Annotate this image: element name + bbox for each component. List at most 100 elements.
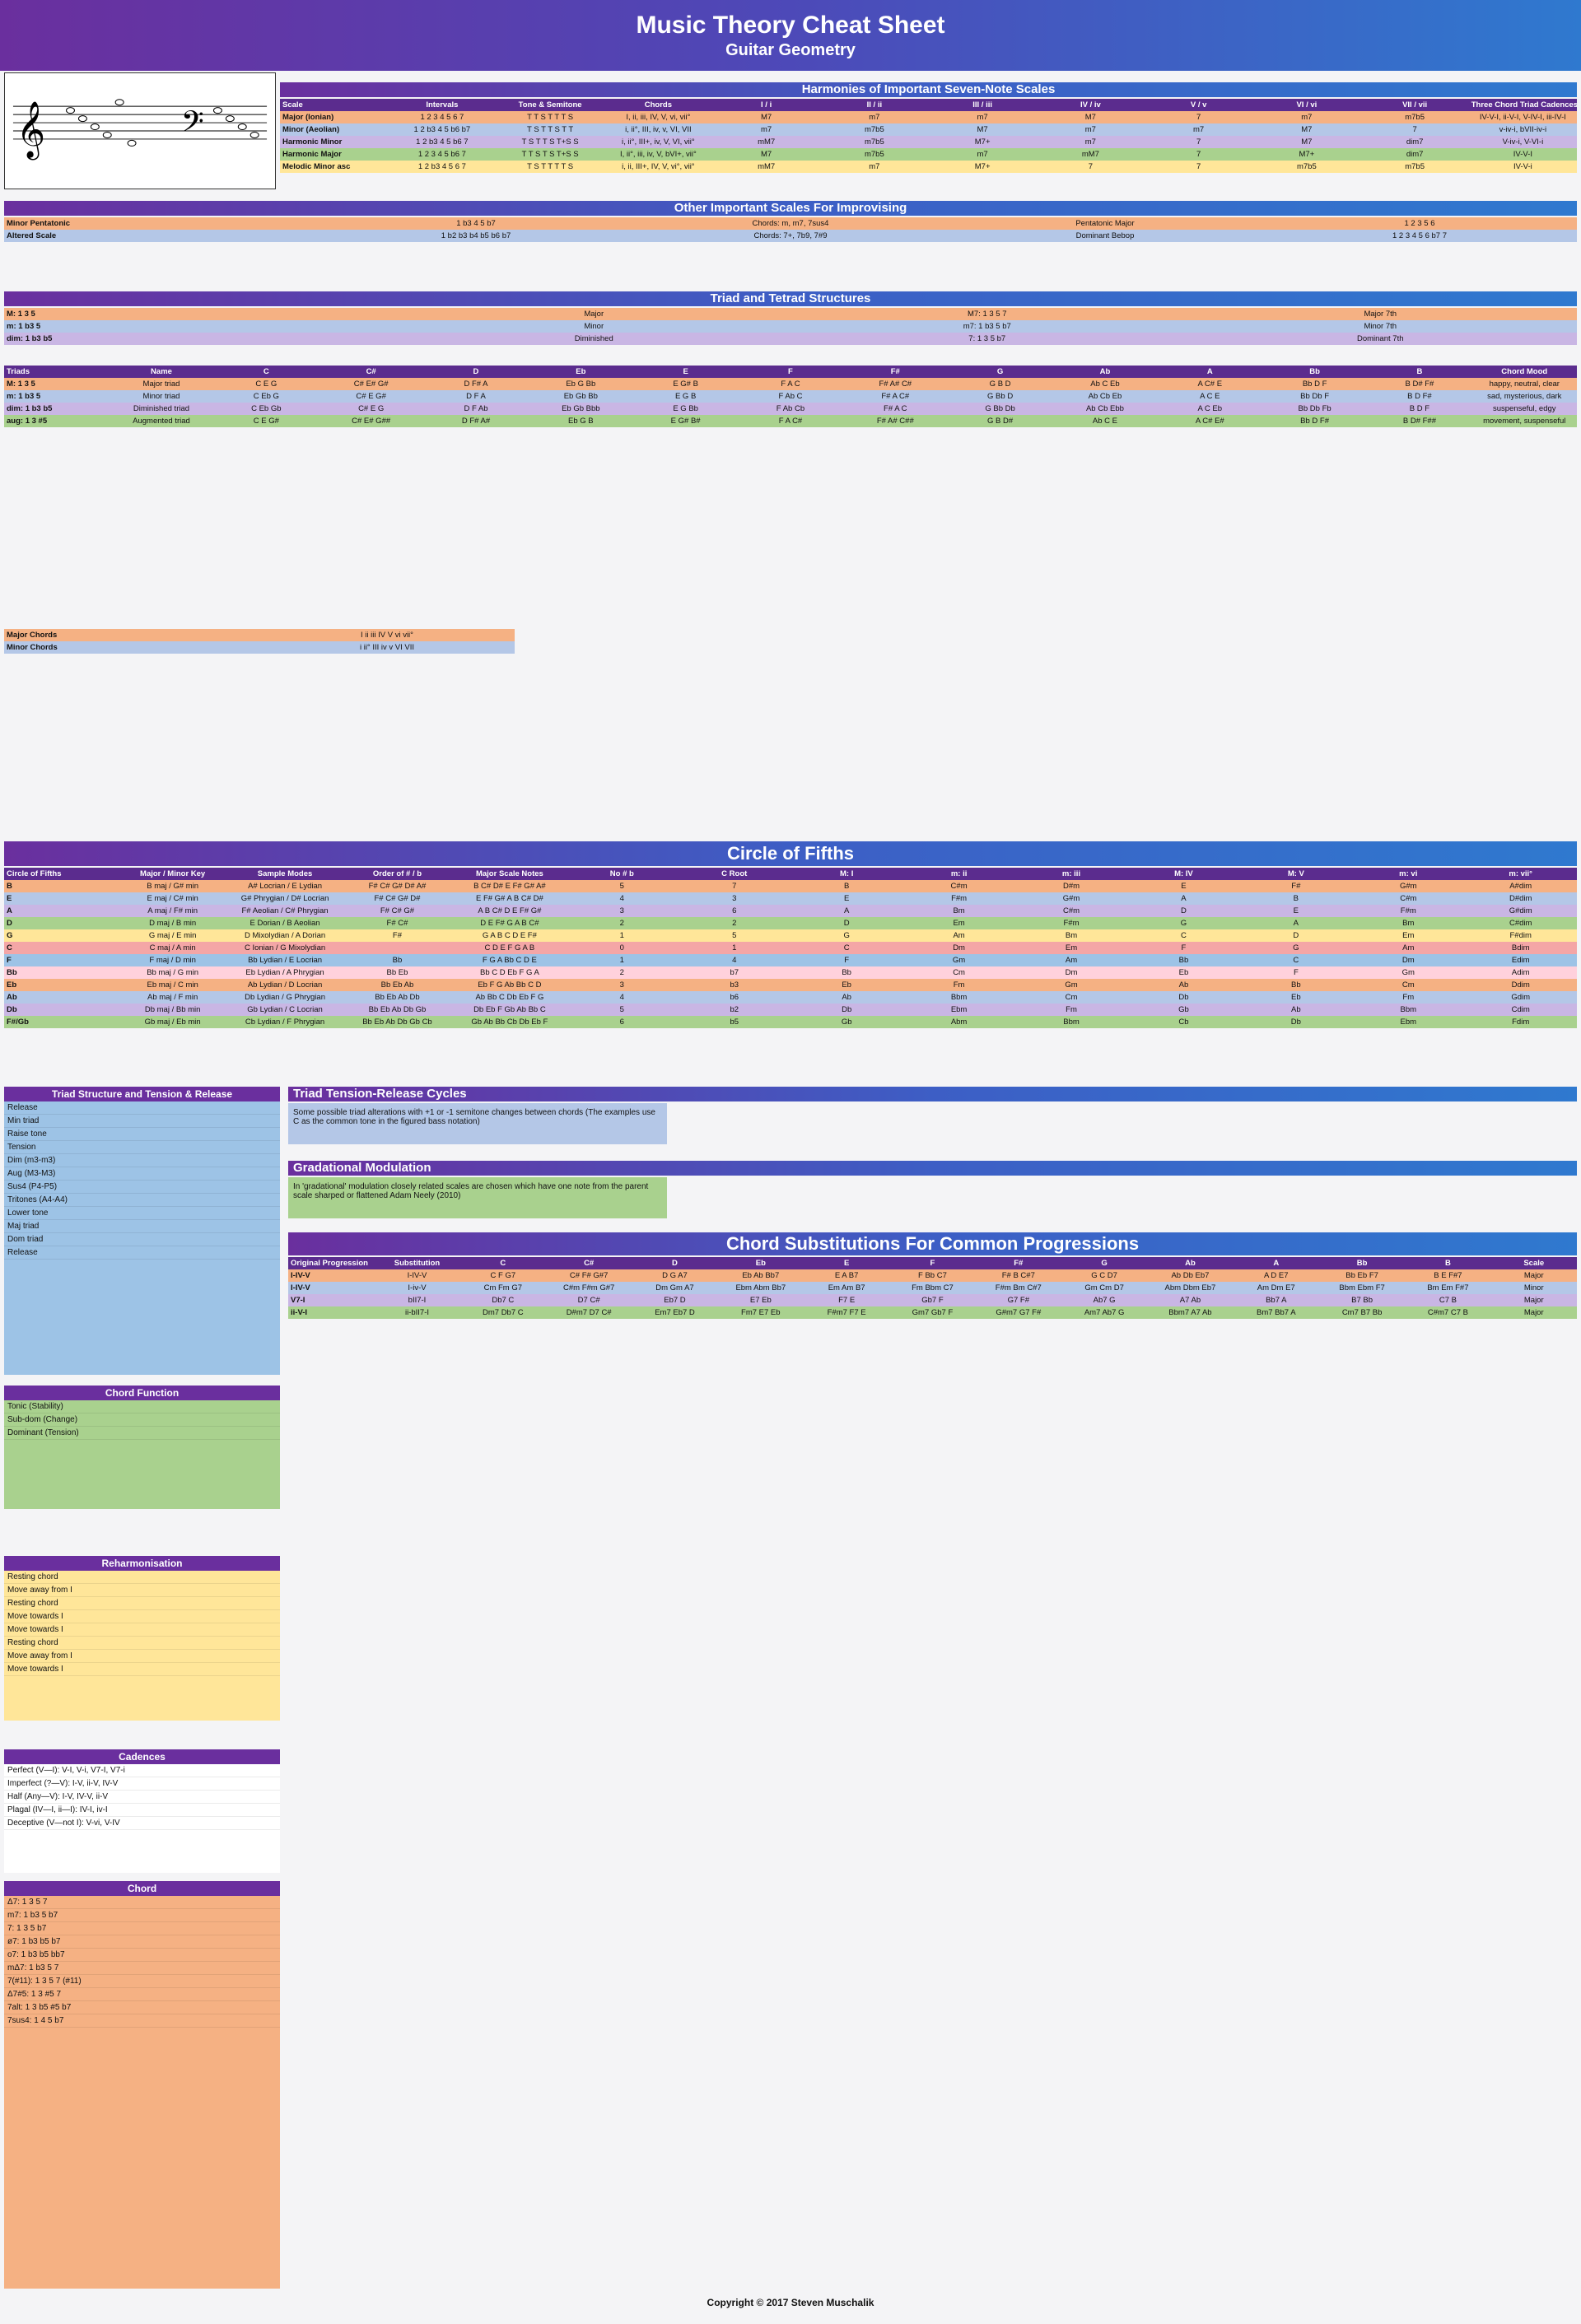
header-cell: m: vii° <box>1509 869 1532 878</box>
table-cell: 3 <box>732 894 737 903</box>
table-cell: Adim <box>1511 968 1530 977</box>
table-cell: b6 <box>730 993 739 1002</box>
table-cell: M7 <box>1301 125 1313 134</box>
table-cell: Bb C D Eb F G A <box>479 968 539 977</box>
side-item: Move towards I <box>4 1610 280 1623</box>
substitutions-title: Chord Substitutions For Common Progressi… <box>288 1232 1577 1255</box>
table-cell: A C# E <box>1197 380 1223 389</box>
table-cell: i, ii°, III, iv, v, VI, VII <box>625 125 692 134</box>
table-cell: Gm Cm D7 <box>1084 1283 1124 1292</box>
side-item: Raise tone <box>4 1128 280 1141</box>
table-cell: Eb <box>1291 993 1301 1002</box>
table-cell: I, ii, iii, IV, V, vi, vii° <box>626 113 691 122</box>
table-cell: Eb G Bb <box>566 380 596 389</box>
table-cell: Ab <box>1291 1005 1301 1014</box>
table-cell: F# A# C# <box>879 380 912 389</box>
table-cell: A B C# D E F# G# <box>478 906 542 915</box>
table-cell: G Bb D <box>987 392 1014 401</box>
table-cell: C#m F#m G#7 <box>563 1283 615 1292</box>
table-cell: E G# B# <box>670 417 701 426</box>
side-item: 7: 1 3 5 b7 <box>4 1922 280 1935</box>
table-cell: D#m <box>1062 882 1080 891</box>
table-cell: Fm <box>953 980 965 990</box>
table-cell: F#dim <box>1509 931 1532 940</box>
table-cell: D maj / B min <box>149 919 197 928</box>
header-cell: II / ii <box>866 100 883 109</box>
table-cell: F A C <box>781 380 800 389</box>
table-cell: Am <box>1065 956 1078 965</box>
table-cell: dim: 1 b3 b5 <box>7 404 53 413</box>
triad-tetrad-table: M: 1 3 5 Major M7: 1 3 5 7 Major 7th m: 1 b3… <box>4 308 1577 345</box>
table-cell: Am Dm E7 <box>1257 1283 1295 1292</box>
table-cell: C <box>7 943 12 952</box>
table-cell: 1 2 3 4 5 b6 7 <box>417 150 466 159</box>
table-cell: G maj / E min <box>148 931 197 940</box>
table-cell: D <box>7 919 12 928</box>
table-cell: b7 <box>730 968 739 977</box>
table-cell: F# C# G# D# <box>374 894 421 903</box>
table-cell: m7: 1 b3 5 b7 <box>963 322 1011 331</box>
header-cell: I / i <box>761 100 772 109</box>
table-cell: B maj / G# min <box>147 882 199 891</box>
table-cell: G Bb Db <box>985 404 1015 413</box>
side-item: Plagal (IV—I, ii—I): IV-I, iv-I <box>4 1804 280 1817</box>
header-cell: Chord Mood <box>1501 367 1548 376</box>
table-cell: Cdim <box>1511 1005 1530 1014</box>
table-cell: G#dim <box>1509 906 1532 915</box>
table-cell: mM7 <box>758 137 776 147</box>
table-row: E E maj / C# min G# Phrygian / D# Locrian F… <box>4 892 1577 905</box>
table-cell: I-IV-V <box>291 1271 310 1280</box>
header-cell: Order of # / b <box>372 869 422 878</box>
table-cell: F# <box>392 931 403 940</box>
side-item: ø7: 1 b3 b5 b7 <box>4 1935 280 1949</box>
table-cell: Eb Gb Bbb <box>562 404 600 413</box>
table-cell: A# Locrian / E Lydian <box>248 882 323 891</box>
table-cell: 7 <box>1088 162 1094 171</box>
table-cell: m7 <box>1193 125 1205 134</box>
table-cell: A <box>7 906 12 915</box>
table-cell: C D E F G A B <box>484 943 535 952</box>
table-cell: suspenseful, edgy <box>1492 404 1556 413</box>
header-cell: Triads <box>7 367 30 376</box>
table-cell: 2 <box>619 919 624 928</box>
header-cell: Scale <box>1523 1259 1545 1268</box>
header-cell: Chords <box>644 100 672 109</box>
table-cell: D G A7 <box>662 1271 688 1280</box>
side-item: 7sus4: 1 4 5 b7 <box>4 2014 280 2028</box>
table-cell <box>341 942 453 954</box>
table-cell: F#m7 F7 E <box>827 1308 866 1317</box>
side-item: Aug (M3-M3) <box>4 1167 280 1181</box>
header-cell: Circle of Fifths <box>7 869 62 878</box>
table-cell: C <box>843 943 850 952</box>
triads-table: Triads Name C C# D Eb E F F# G Ab A Bb B Chord Mood M: … <box>4 366 1577 427</box>
table-cell: i, ii°, III+, iv, V, VI, vii° <box>622 137 695 147</box>
table-cell: Bb D F <box>1302 380 1327 389</box>
table-row: F F maj / D min Bb Lydian / E Locrian Bb F G… <box>4 954 1577 966</box>
table-cell: C <box>1180 931 1187 940</box>
svg-text:𝄢: 𝄢 <box>181 105 204 147</box>
table-cell: 1 <box>732 943 737 952</box>
table-row: Harmonic Minor 1 2 b3 4 5 b6 7 T S T T S T… <box>280 136 1577 148</box>
table-row: Major Chords I ii iii IV V vi vii° <box>4 629 515 641</box>
table-cell: 1 2 3 4 5 6 b7 7 <box>1392 231 1448 240</box>
triad-structure-panel: Triad Structure and Tension & Release Re… <box>4 1087 280 1375</box>
table-cell: sad, mysterious, dark <box>1487 392 1562 401</box>
table-cell: Abm <box>950 1018 968 1027</box>
table-row: I-IV-V I-iv-V Cm Fm G7 C#m F#m G#7 Dm Gm A7 E… <box>288 1282 1577 1294</box>
table-cell: Melodic Minor asc <box>282 162 351 171</box>
table-cell: Ab Db Eb7 <box>1171 1271 1210 1280</box>
table-cell: C# E G <box>358 404 385 413</box>
side-item: o7: 1 b3 b5 bb7 <box>4 1949 280 1962</box>
table-cell: Bdim <box>1511 943 1530 952</box>
table-cell: Major triad <box>142 380 180 389</box>
table-cell: Bb Eb Ab <box>380 980 414 990</box>
header-cell: B <box>1416 367 1423 376</box>
table-cell: 7 <box>1412 125 1417 134</box>
side-item: Resting chord <box>4 1571 280 1584</box>
side-item: Tritones (A4-A4) <box>4 1194 280 1207</box>
table-cell: F# Aeolian / C# Phrygian <box>241 906 329 915</box>
table-cell: 7 <box>1196 150 1201 159</box>
table-cell: D F Ab <box>464 404 488 413</box>
table-cell: Am <box>953 931 965 940</box>
table-cell: G#m7 G7 F# <box>996 1308 1042 1317</box>
